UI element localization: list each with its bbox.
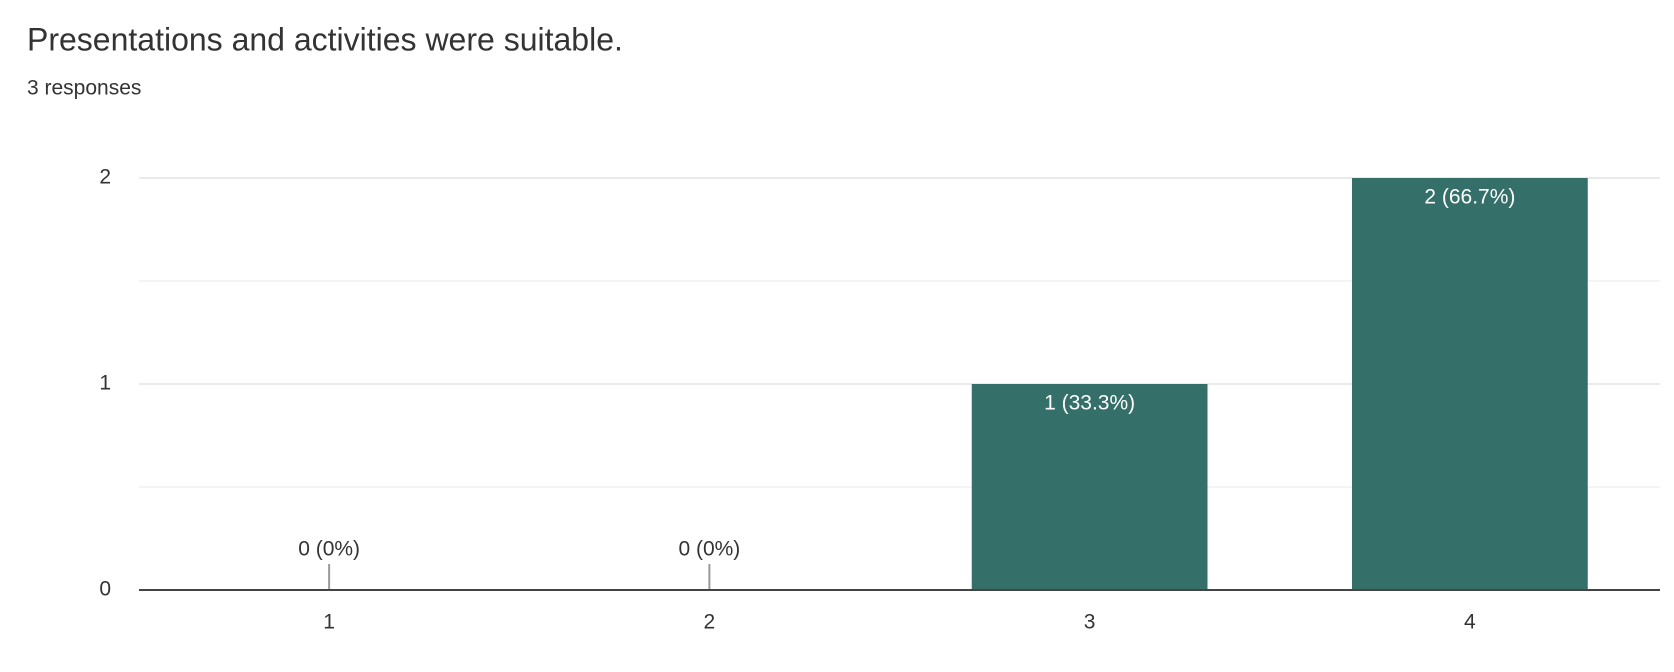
value-label: 1 (33.3%) bbox=[1044, 392, 1135, 415]
x-tick-label: 4 bbox=[1464, 611, 1476, 634]
y-tick-label: 2 bbox=[99, 166, 111, 189]
value-label: 0 (0%) bbox=[298, 538, 360, 561]
chart-title: Presentations and activities were suitab… bbox=[27, 21, 623, 57]
value-label: 2 (66.7%) bbox=[1424, 186, 1515, 209]
y-tick-label: 0 bbox=[99, 578, 111, 601]
x-tick-label: 3 bbox=[1084, 611, 1096, 634]
x-tick-label: 1 bbox=[323, 611, 335, 634]
value-label: 0 (0%) bbox=[678, 538, 740, 561]
chart-subtitle: 3 responses bbox=[27, 77, 141, 100]
bar bbox=[971, 384, 1208, 590]
y-tick-label: 1 bbox=[99, 372, 111, 395]
bar bbox=[1351, 178, 1588, 590]
x-tick-label: 2 bbox=[704, 611, 716, 634]
